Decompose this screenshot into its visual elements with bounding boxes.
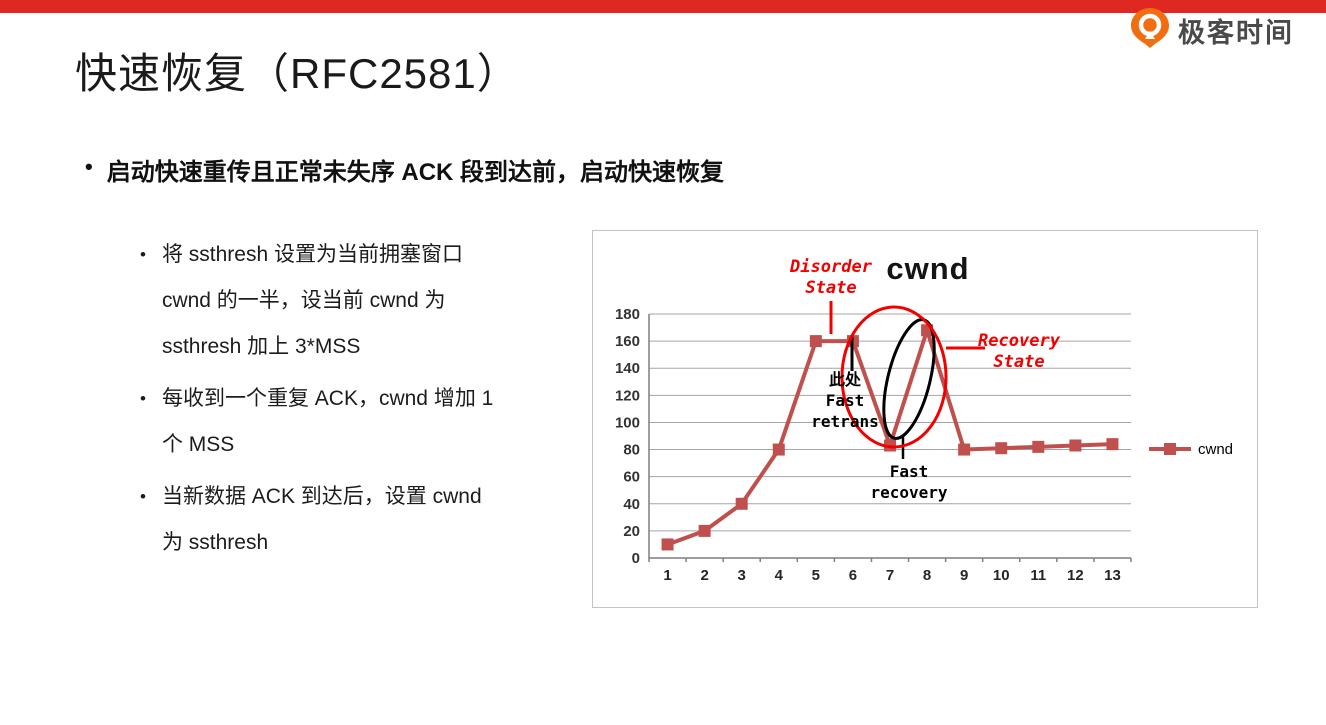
page-title: 快速恢复（RFC2581）	[75, 50, 520, 97]
bullet-dot: •	[140, 245, 146, 264]
geektime-pin-icon	[1130, 7, 1170, 54]
bullet-dot: •	[140, 487, 146, 506]
svg-text:100: 100	[615, 414, 640, 431]
svg-text:9: 9	[960, 567, 968, 584]
svg-text:cwnd: cwnd	[1198, 441, 1233, 458]
chart-title: cwnd	[886, 251, 970, 286]
svg-text:60: 60	[623, 469, 640, 486]
recovery-state-annotation: Recovery State	[978, 331, 1060, 372]
recovery-region-circle	[840, 305, 948, 449]
cwnd-line-chart: 0 20 40 60 80 100 120 140 160 180 1 2 3 4 5 6 7 8 9 10 11 12 1…	[592, 230, 1258, 608]
svg-text:120: 120	[615, 387, 640, 404]
svg-text:6: 6	[849, 567, 857, 584]
svg-text:160: 160	[615, 333, 640, 350]
fast-retrans-annotation: 此处 Fast retrans	[811, 370, 879, 431]
sub-bullet-text: 个 MSS	[161, 433, 235, 456]
brand-logo: 极客时间	[1130, 7, 1294, 54]
svg-text:8: 8	[923, 567, 931, 584]
bullet-dot: •	[85, 154, 93, 179]
svg-text:5: 5	[812, 567, 820, 584]
svg-text:0: 0	[632, 550, 640, 567]
sub-bullet-text: 当新数据 ACK 到达后，设置 cwnd	[161, 485, 482, 508]
svg-text:4: 4	[775, 567, 784, 584]
sub-bullet-text: cwnd 的一半，设当前 cwnd 为	[161, 289, 446, 312]
svg-text:2: 2	[700, 567, 708, 584]
list-item: • 将 ssthresh 设置为当前拥塞窗口 cwnd 的一半，设当前 cwnd…	[140, 232, 610, 370]
svg-text:140: 140	[615, 360, 640, 377]
fast-recovery-annotation: Fast recovery	[870, 462, 948, 502]
sub-bullet-text: 将 ssthresh 设置为当前拥塞窗口	[161, 243, 463, 266]
list-item: • 每收到一个重复 ACK，cwnd 增加 1 个 MSS	[140, 376, 610, 468]
main-bullet-text: 启动快速重传且正常未失序 ACK 段到达前，启动快速恢复	[106, 159, 725, 186]
svg-text:7: 7	[886, 567, 894, 584]
sub-bullet-list: • 将 ssthresh 设置为当前拥塞窗口 cwnd 的一半，设当前 cwnd…	[140, 232, 610, 572]
main-bullet: • 启动快速重传且正常未失序 ACK 段到达前，启动快速恢复	[85, 152, 724, 187]
svg-text:80: 80	[623, 442, 640, 459]
list-item: • 当新数据 ACK 到达后，设置 cwnd 为 ssthresh	[140, 474, 610, 566]
brand-logo-text: 极客时间	[1178, 18, 1294, 48]
svg-text:20: 20	[623, 523, 640, 540]
sub-bullet-text: 为 ssthresh	[161, 531, 269, 554]
svg-text:40: 40	[623, 496, 640, 513]
disorder-state-annotation: Disorder State	[790, 257, 872, 298]
sub-bullet-text: 每收到一个重复 ACK，cwnd 增加 1	[161, 387, 494, 410]
top-accent-bar	[0, 0, 1326, 13]
svg-text:10: 10	[993, 567, 1010, 584]
svg-text:13: 13	[1104, 567, 1121, 584]
sub-bullet-text: ssthresh 加上 3*MSS	[161, 335, 361, 358]
svg-text:11: 11	[1030, 567, 1046, 584]
svg-text:3: 3	[738, 567, 746, 584]
svg-text:180: 180	[615, 306, 640, 323]
svg-text:12: 12	[1067, 567, 1084, 584]
svg-text:1: 1	[663, 567, 671, 584]
bullet-dot: •	[140, 389, 146, 408]
